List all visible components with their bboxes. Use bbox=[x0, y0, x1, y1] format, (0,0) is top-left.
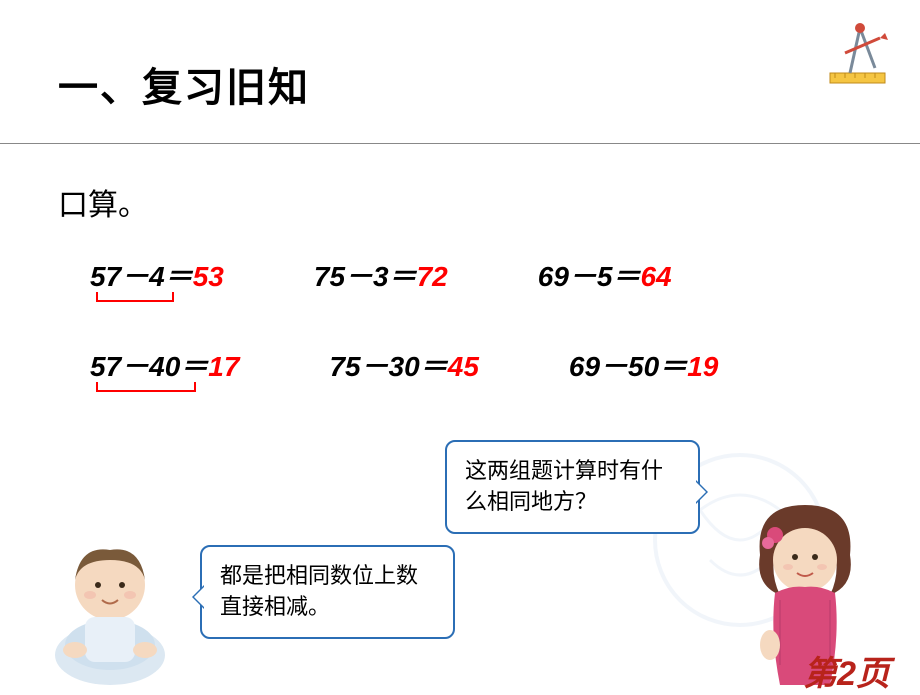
equation-answer: 64 bbox=[640, 261, 671, 292]
equation: 75－3＝72 bbox=[314, 255, 448, 295]
subtitle: 口算。 bbox=[58, 180, 148, 224]
equation-lhs: 69－50＝ bbox=[569, 351, 687, 382]
teacher-speech-bubble: 这两组题计算时有什么相同地方？ bbox=[445, 440, 700, 534]
equation: 57－40＝17 bbox=[90, 345, 239, 385]
equation-lhs: 57－4＝ bbox=[90, 261, 193, 292]
equation-lhs: 69－5＝ bbox=[538, 261, 641, 292]
underline-bracket bbox=[96, 292, 174, 302]
equation-lhs: 57－40＝ bbox=[90, 351, 208, 382]
equation: 75－30＝45 bbox=[329, 345, 478, 385]
equation-row-1: 57－4＝53 75－3＝72 69－5＝64 bbox=[90, 255, 672, 295]
page-suffix: 页 bbox=[856, 655, 890, 693]
underline-bracket bbox=[96, 382, 196, 392]
equation-answer: 45 bbox=[448, 351, 479, 382]
math-tools-icon bbox=[825, 18, 895, 88]
student-text: 都是把相同数位上数直接相减。 bbox=[220, 563, 418, 619]
equation: 69－5＝64 bbox=[538, 255, 672, 295]
page-prefix: 第 bbox=[803, 655, 837, 693]
horizontal-rule bbox=[0, 143, 920, 144]
equation-answer: 72 bbox=[417, 261, 448, 292]
equation: 69－50＝19 bbox=[569, 345, 718, 385]
student-speech-bubble: 都是把相同数位上数直接相减。 bbox=[200, 545, 455, 639]
equation: 57－4＝53 bbox=[90, 255, 224, 295]
page-number: 第2页 bbox=[803, 646, 890, 695]
equation-lhs: 75－30＝ bbox=[329, 351, 447, 382]
page-digit: 2 bbox=[837, 655, 856, 693]
section-title: 一、复习旧知 bbox=[58, 55, 310, 113]
equation-lhs: 75－3＝ bbox=[314, 261, 417, 292]
teacher-text: 这两组题计算时有什么相同地方？ bbox=[465, 458, 663, 514]
equation-answer: 19 bbox=[687, 351, 718, 382]
equation-row-2: 57－40＝17 75－30＝45 69－50＝19 bbox=[90, 345, 718, 385]
equation-answer: 53 bbox=[193, 261, 224, 292]
equation-answer: 17 bbox=[208, 351, 239, 382]
student-figure-icon bbox=[30, 525, 190, 685]
